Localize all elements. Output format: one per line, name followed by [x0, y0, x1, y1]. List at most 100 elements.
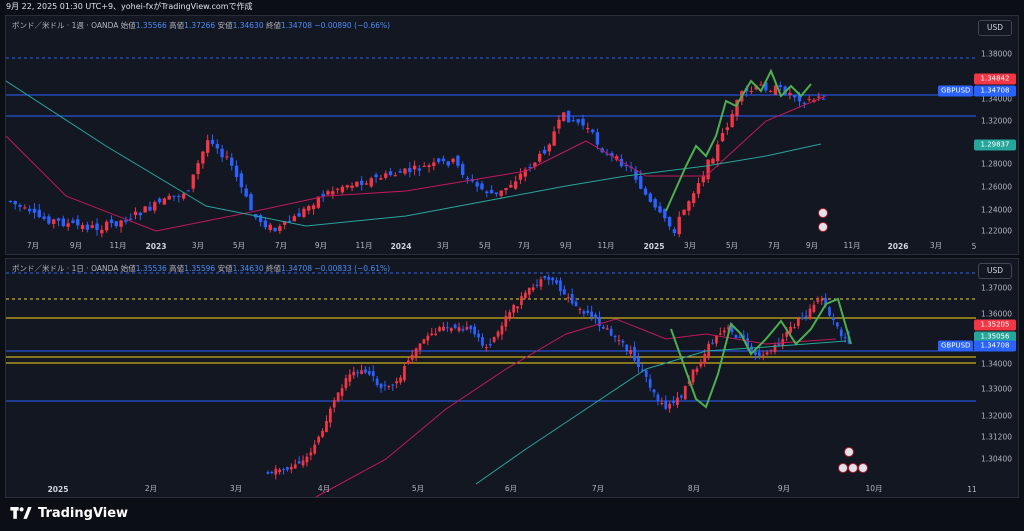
candle-body [590, 311, 594, 318]
time-tick-label: 5 [971, 242, 977, 251]
candle-body [816, 300, 820, 302]
high-value: 1.37266 [184, 21, 216, 30]
weekly-chart-panel[interactable]: ポンド／米ドル · 1週 · OANDA 始値1.35566 高値1.37266… [5, 15, 1019, 255]
candle-body [406, 360, 410, 364]
candle-body [574, 301, 578, 307]
event-flag-icon[interactable] [858, 463, 868, 473]
candle-body [672, 229, 677, 234]
open-value: 1.35566 [135, 21, 167, 30]
candle-body [789, 326, 792, 333]
candle-body [100, 229, 104, 234]
candle-body [332, 400, 336, 408]
daily-chart-panel[interactable]: ポンド／米ドル · 1日 · OANDA 始値1.35536 高値1.35596… [5, 258, 1019, 498]
currency-button[interactable]: USD [978, 20, 1012, 36]
currency-button[interactable]: USD [978, 263, 1012, 279]
candle-body [812, 304, 816, 312]
time-tick-label: 7月 [517, 241, 531, 250]
daily-price-chart[interactable] [6, 259, 1018, 497]
candle-body [263, 220, 268, 228]
candle-body [356, 372, 360, 374]
time-tick-label: 11月 [843, 241, 861, 250]
candle-body [336, 392, 340, 401]
candle-body [660, 403, 664, 405]
tradingview-logo[interactable]: TradingView [10, 506, 128, 521]
price-tick-label: 1.38000 [980, 49, 1012, 59]
candle-body [707, 343, 711, 357]
symbol-price-tag: GBPUSD [938, 340, 974, 352]
time-tick-label: 9月 [69, 241, 83, 250]
candle-body [403, 168, 407, 174]
candle-body [679, 395, 683, 398]
candle-body [663, 208, 667, 219]
event-flag-icon[interactable] [844, 447, 854, 457]
candle-body [162, 198, 167, 205]
candle-body [317, 436, 321, 443]
candle-body [839, 329, 843, 337]
price-tick-label: 1.31200 [980, 432, 1012, 442]
close-label: 終値 [265, 21, 281, 30]
open-value: 1.35536 [135, 264, 167, 273]
candle-body [442, 326, 445, 331]
candle-body [644, 370, 648, 377]
candle-body [387, 386, 391, 388]
candle-body [301, 460, 305, 466]
candle-body [512, 304, 516, 313]
candle-body [725, 127, 730, 131]
event-flag-icon[interactable] [818, 208, 828, 218]
candle-body [734, 334, 738, 339]
time-tick-label: 7月 [274, 241, 288, 250]
candle-body [796, 318, 800, 326]
price-tick-label: 1.33000 [980, 384, 1012, 394]
time-tick-label: 7月 [26, 241, 40, 250]
candle-body [797, 95, 802, 102]
candle-body [648, 379, 652, 388]
candle-body [499, 190, 503, 196]
candle-body [355, 181, 359, 187]
time-tick-label: 11月 [109, 241, 127, 250]
candle-body [456, 155, 460, 166]
candle-body [769, 350, 773, 352]
event-flag-icon[interactable] [838, 463, 848, 473]
candle-body [528, 166, 532, 169]
candle-body [781, 339, 785, 346]
candle-body [321, 193, 325, 197]
candle-body [340, 186, 345, 193]
brand-name: TradingView [38, 506, 129, 521]
candle-body [210, 139, 215, 144]
candle-body [828, 307, 831, 316]
candle-body [764, 82, 768, 91]
candle-body [615, 156, 619, 160]
candle-body [504, 188, 508, 191]
weekly-price-chart[interactable] [6, 16, 1018, 254]
candle-body [513, 181, 518, 189]
candle-body [393, 175, 398, 177]
event-flag-icon[interactable] [818, 222, 828, 232]
candle-body [56, 218, 61, 221]
candle-body [282, 221, 287, 225]
candle-body [124, 220, 128, 222]
candle-body [824, 297, 828, 306]
candle-body [340, 388, 344, 396]
time-tick-label: 2月 [144, 484, 158, 493]
candle-body [461, 328, 465, 331]
candle-body [759, 84, 763, 86]
time-tick-label: 9月 [314, 241, 328, 250]
candle-body [777, 343, 781, 346]
candle-body [542, 149, 547, 154]
candle-body [617, 340, 621, 342]
candle-body [422, 339, 426, 344]
candle-body [427, 165, 431, 167]
open-label: 始値 [120, 264, 136, 273]
moving-average-long-line [475, 340, 847, 485]
candle-body [344, 378, 348, 389]
candle-body [76, 219, 80, 226]
event-flag-icon[interactable] [848, 463, 858, 473]
price-tick-label: 1.32000 [980, 411, 1012, 421]
candle-body [457, 327, 461, 331]
candle-body [699, 362, 703, 367]
candle-body [27, 208, 32, 212]
time-tick-label: 11月 [597, 241, 615, 250]
price-tick-label: 1.30400 [980, 454, 1012, 464]
candle-body [547, 277, 551, 280]
candle-body [326, 191, 330, 195]
